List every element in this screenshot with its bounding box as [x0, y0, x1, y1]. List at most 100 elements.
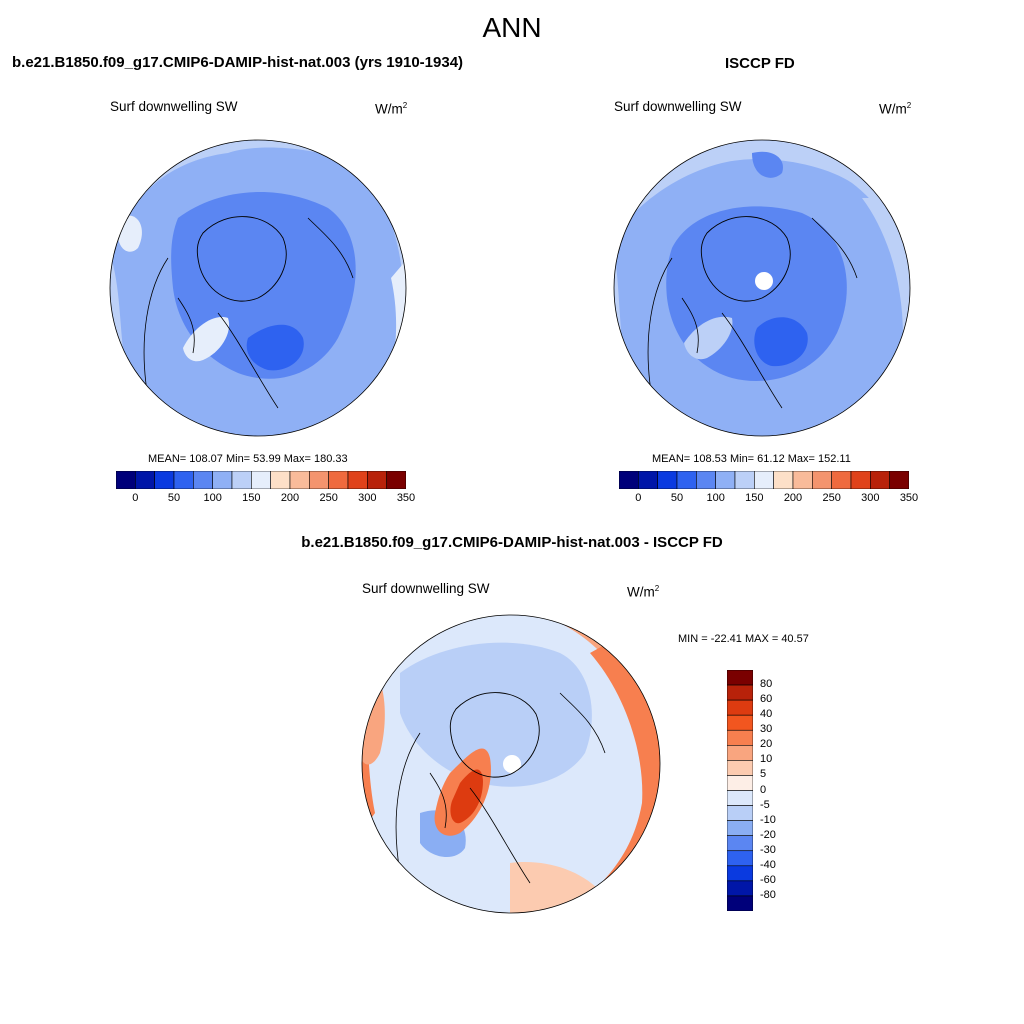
figure-title: ANN [482, 12, 542, 43]
obs-field-lightband-north [614, 140, 910, 258]
diff-field-cool-north [400, 642, 592, 787]
model-map-border [109, 139, 407, 437]
model-colorbar [116, 471, 406, 489]
diff-stats: MIN = -22.41 MAX = 40.57 [678, 633, 809, 645]
diff-colorbar-tick: 30 [760, 723, 773, 736]
diff-polar-map [361, 614, 661, 914]
diff-colorbar-swatch [727, 699, 753, 716]
diff-colorbar-tick: -80 [760, 888, 776, 901]
diff-colorbar-tick: 10 [760, 753, 773, 766]
obs-colorbar-swatch [619, 471, 639, 489]
obs-polar-map [613, 139, 911, 437]
obs-map-border [613, 139, 911, 437]
obs-colorbar-swatch [812, 471, 832, 489]
obs-coastline [700, 216, 791, 302]
model-colorbar-swatch [251, 471, 271, 489]
diff-colorbar-tick: 60 [760, 693, 773, 706]
diff-colorbar-tick: -10 [760, 813, 776, 826]
obs-units-label: W/m2 [879, 101, 912, 117]
model-colorbar-swatch [289, 471, 310, 489]
obs-field-greenland [684, 316, 733, 360]
obs-field-north-patch [752, 151, 783, 178]
obs-field-low-value-patch [754, 317, 808, 367]
obs-colorbar-swatch [870, 471, 890, 489]
model-colorbar-swatch [173, 471, 194, 489]
model-colorbar-swatch [212, 471, 233, 489]
diff-map-border [361, 614, 661, 914]
model-colorbar-tick: 200 [280, 492, 300, 504]
diff-variable-label: Surf downwelling SW [362, 581, 490, 596]
obs-panel-title: ISCCP FD [725, 55, 795, 72]
model-field-low-value-patch [246, 324, 304, 371]
model-colorbar-swatch [135, 471, 155, 489]
model-coastline-fragments [143, 217, 354, 409]
diff-colorbar-swatch [727, 684, 753, 701]
diff-colorbar-tick: 0 [760, 783, 767, 796]
obs-colorbar-swatch [792, 471, 813, 489]
diff-colorbar-tick: -60 [760, 873, 776, 886]
obs-colorbar-ticks: 0 50 100 150 200 250 300 350 [619, 492, 918, 508]
obs-colorbar-tick: 0 [635, 492, 642, 504]
model-units-label: W/m2 [375, 101, 408, 117]
model-polar-map [109, 139, 407, 437]
obs-colorbar-tick: 50 [670, 492, 684, 504]
diff-coastline [449, 692, 540, 778]
diff-colorbar-swatch [727, 820, 753, 836]
diff-units-label: W/m2 [627, 584, 660, 600]
model-stats: MEAN= 108.07 Min= 53.99 Max= 180.33 [148, 453, 348, 465]
obs-colorbar-swatch [638, 471, 658, 489]
diff-coastline-fragments [395, 692, 606, 884]
diff-colorbar-swatch [727, 865, 753, 882]
obs-colorbar-swatch [850, 471, 871, 489]
model-colorbar-swatch [309, 471, 329, 489]
model-colorbar-tick: 150 [242, 492, 261, 504]
diff-colorbar-tick: -40 [760, 858, 776, 871]
model-colorbar-tick: 250 [319, 492, 338, 504]
diff-colorbar-tick: 40 [760, 708, 773, 721]
obs-colorbar-swatch [715, 471, 736, 489]
diff-colorbar-swatch [727, 835, 753, 852]
model-colorbar-swatch [154, 471, 175, 489]
model-variable-label: Surf downwelling SW [110, 99, 238, 114]
obs-missing-pole [755, 272, 773, 290]
diff-colorbar-swatch [727, 729, 753, 746]
diff-colorbar-swatch [727, 714, 753, 731]
diff-field-greenland-hot [450, 769, 483, 824]
obs-colorbar-swatch [773, 471, 794, 489]
obs-colorbar-swatch [676, 471, 697, 489]
model-colorbar-swatch [231, 471, 252, 489]
model-field-greenland [183, 317, 230, 362]
diff-colorbar-tick: -30 [760, 843, 776, 856]
model-colorbar-swatch [193, 471, 213, 489]
diff-colorbar-swatch [727, 790, 753, 806]
model-panel-title: b.e21.B1850.f09_g17.CMIP6-DAMIP-hist-nat… [12, 54, 464, 71]
obs-colorbar-swatch [889, 471, 909, 489]
obs-colorbar-swatch [696, 471, 716, 489]
obs-colorbar-tick: 150 [745, 492, 764, 504]
diff-colorbar-swatch [727, 880, 753, 897]
diff-missing-pole [503, 755, 521, 773]
obs-colorbar-swatch [657, 471, 678, 489]
diff-colorbar-tick: -5 [760, 798, 770, 811]
diff-colorbar-swatch [727, 895, 753, 911]
diff-colorbar-swatch [727, 760, 753, 776]
diff-colorbar-ticks: 80 60 40 30 20 10 5 0 -5 -10 -20 -30 -40 -60 -80 [760, 670, 800, 911]
obs-colorbar-tick: 350 [899, 492, 919, 504]
diff-colorbar-tick: 5 [760, 768, 767, 781]
obs-colorbar-swatch [831, 471, 852, 489]
model-coastline [196, 216, 287, 302]
diff-colorbar-tick: 80 [760, 678, 773, 691]
model-colorbar-swatch [328, 471, 349, 489]
obs-colorbar-tick: 250 [822, 492, 841, 504]
model-colorbar-swatch [386, 471, 406, 489]
obs-stats: MEAN= 108.53 Min= 61.12 Max= 152.11 [652, 453, 851, 465]
model-field-lightband-north [110, 140, 406, 248]
obs-colorbar-swatch [754, 471, 774, 489]
diff-colorbar-swatch [727, 850, 753, 867]
obs-colorbar-tick: 200 [783, 492, 803, 504]
diff-colorbar-swatch [727, 805, 753, 821]
diff-colorbar-swatch [727, 670, 753, 686]
diff-colorbar [727, 670, 753, 911]
obs-colorbar-tick: 300 [861, 492, 880, 504]
model-colorbar-swatch [116, 471, 136, 489]
